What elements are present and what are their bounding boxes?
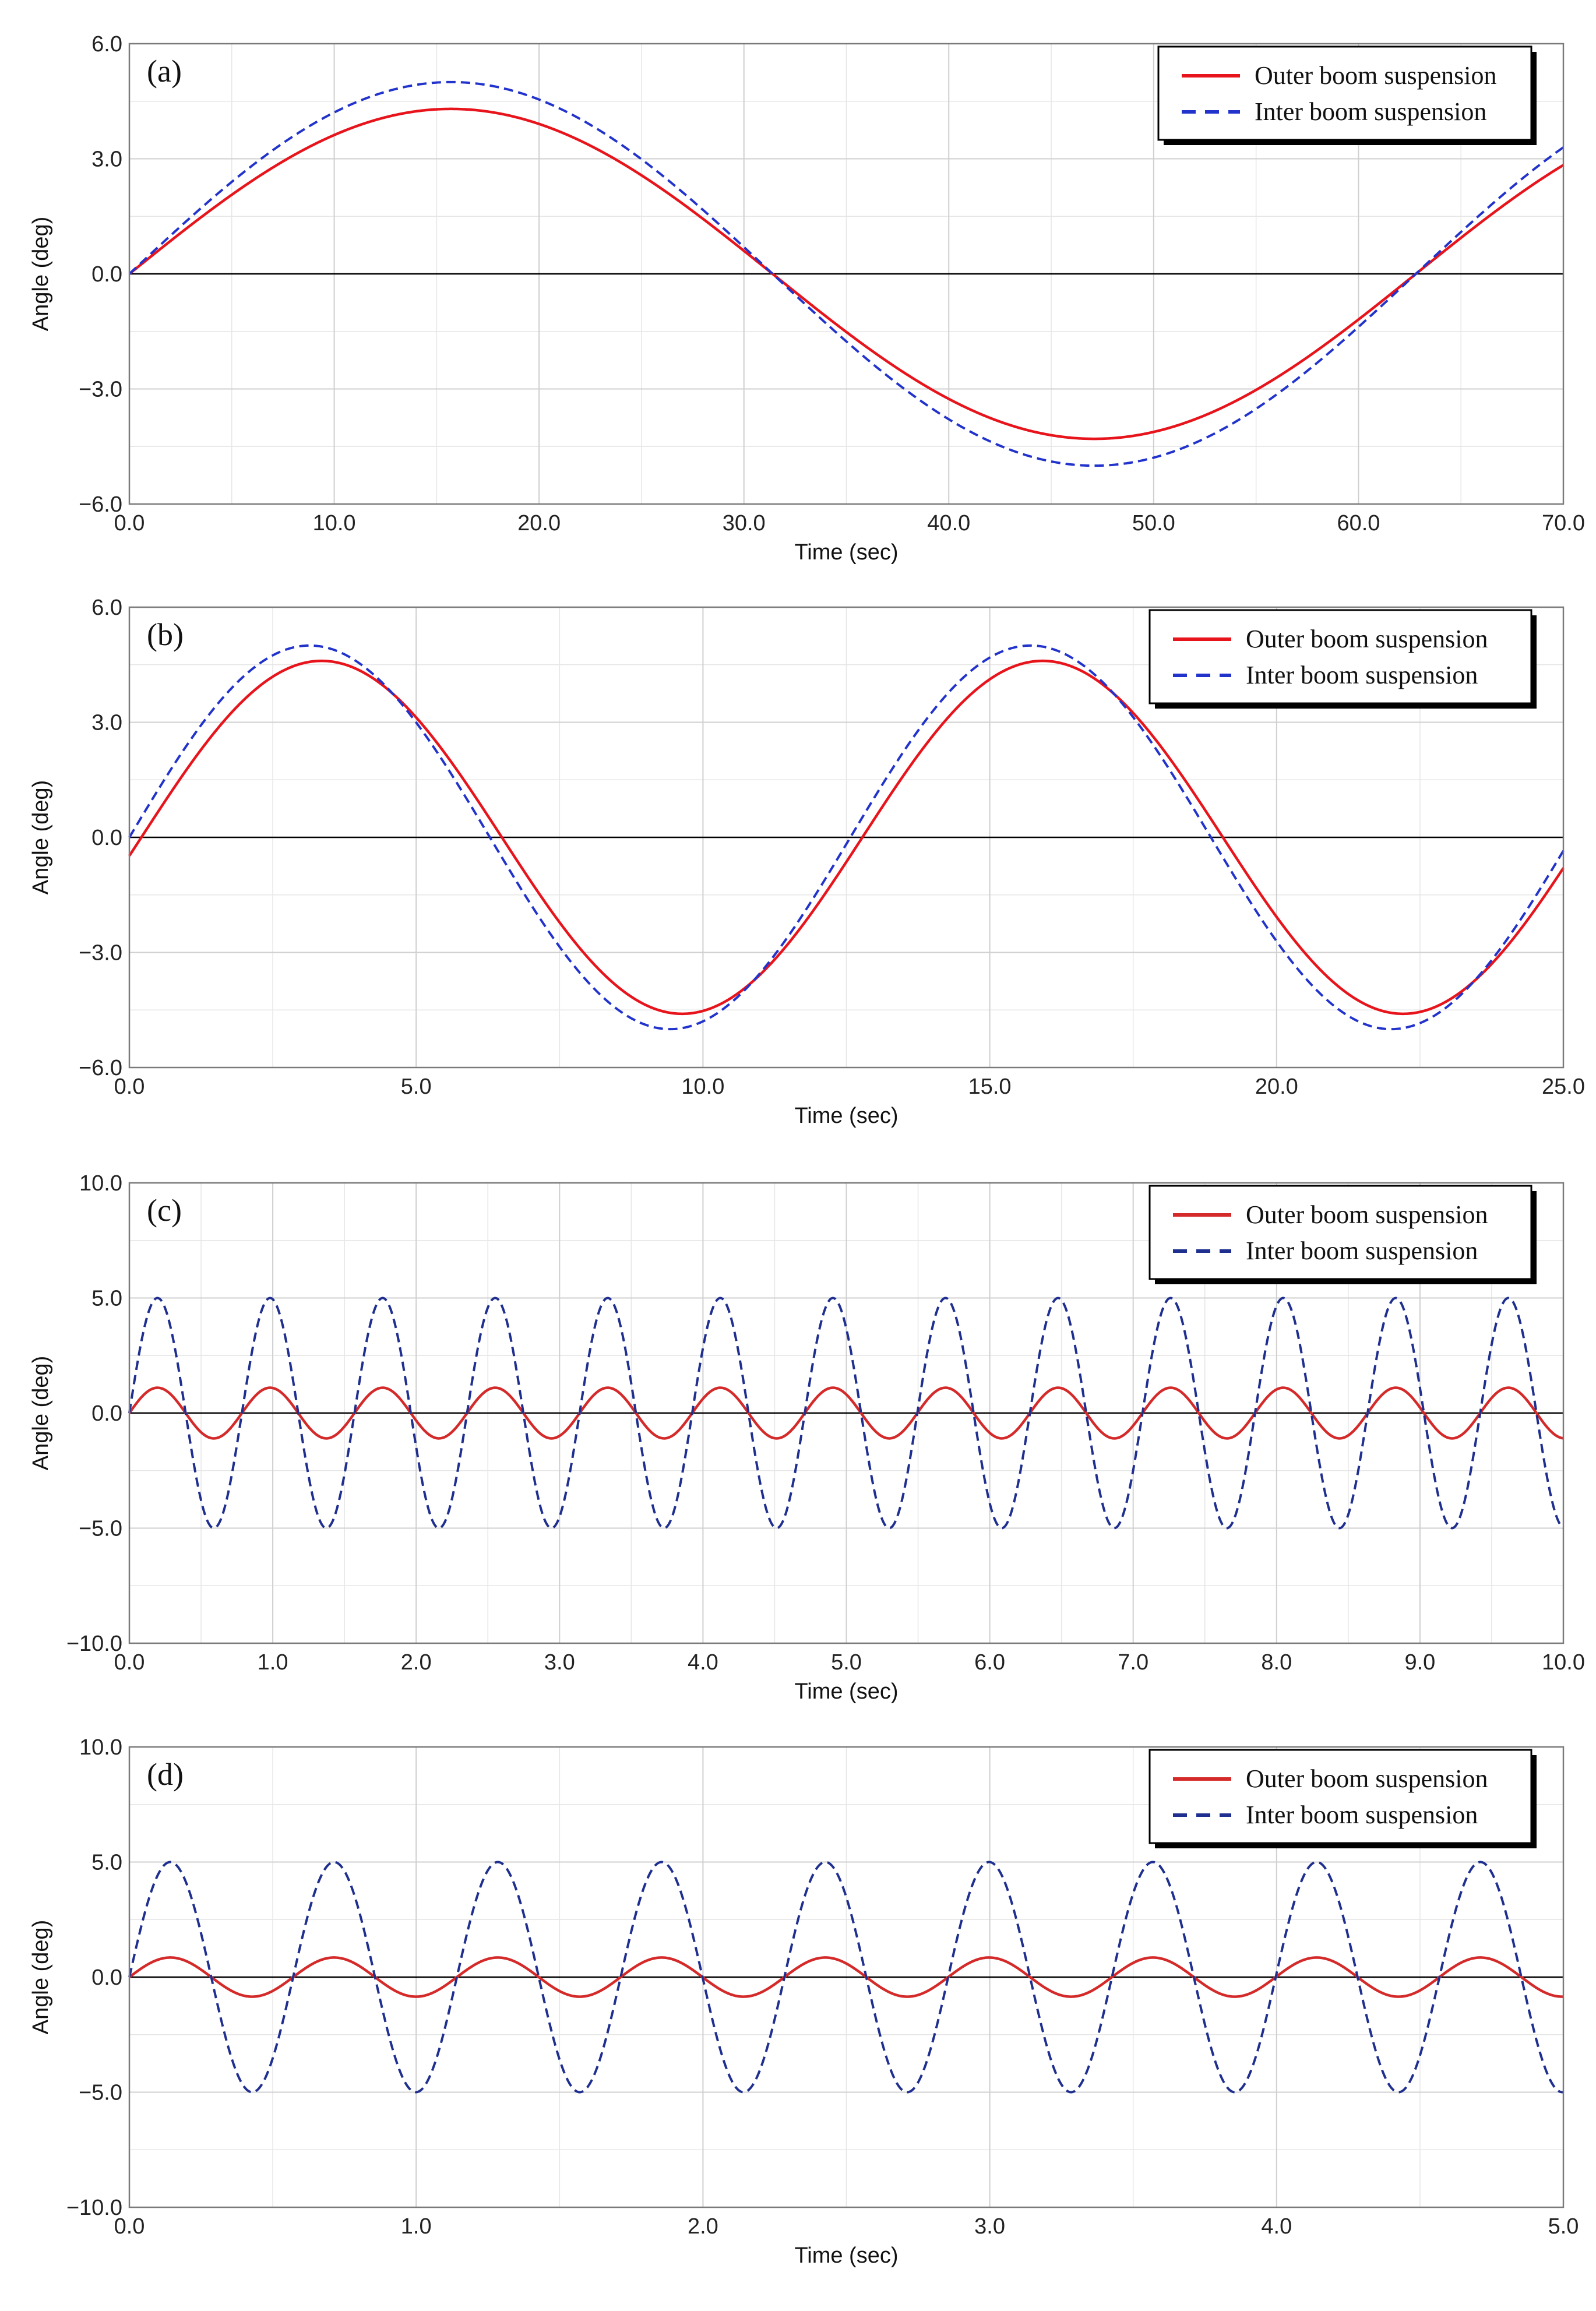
y-tick-label: −10.0 [66,1632,122,1656]
series-inter-boom-line [128,644,1565,1031]
x-axis-title: Time (sec) [794,1679,898,1704]
legend-label: Outer boom suspension [1255,61,1497,90]
x-tick-label: 25.0 [1542,1075,1585,1099]
series-inter-boom-line [128,1297,1565,1530]
x-tick-label: 5.0 [401,1075,432,1099]
plot-frame [128,1746,1565,2208]
y-tick-label: 3.0 [91,147,122,172]
x-tick-label: 6.0 [974,1650,1005,1675]
legend-box [1148,609,1532,704]
legend-label: Outer boom suspension [1246,1764,1488,1793]
plot-frame [128,606,1565,1069]
chart-panel: 0.0 1.0 2.0 3.0 4.0 5.0 6.0 7.0 8.0 9.0 10.0 −10.0 −… [29,1171,1585,1704]
chart-panel: 0.0 5.0 10.0 15.0 20.0 25.0 −6.0 −3.0 0.0 3.0 6.0 T… [29,596,1585,1128]
x-tick-label: 8.0 [1261,1650,1292,1675]
x-tick-label: 0.0 [114,511,145,536]
x-tick-label: 20.0 [1255,1075,1298,1099]
x-tick-label: 60.0 [1337,511,1380,536]
x-tick-label: 40.0 [927,511,970,536]
series-outer-boom-line [128,107,1565,441]
x-tick-label: 1.0 [258,1650,288,1675]
y-tick-label: −5.0 [79,1517,122,1541]
legend: Outer boom suspension Inter boom suspensi… [1157,45,1537,145]
panel-label: (a) [147,54,182,89]
legend-label: Inter boom suspension [1255,97,1486,126]
x-tick-label: 4.0 [688,1650,718,1675]
x-tick-label: 10.0 [313,511,356,536]
chart-panel: 0.0 10.0 20.0 30.0 40.0 50.0 60.0 70.0 −6.0 −3.0 0… [29,32,1585,565]
legend-box [1148,1749,1532,1844]
x-axis-title: Time (sec) [794,2243,898,2268]
x-tick-label: 3.0 [974,2214,1005,2239]
x-tick-label: 30.0 [723,511,766,536]
y-axis-title: Angle (deg) [29,780,53,894]
plot-frame [128,43,1565,505]
x-tick-label: 0.0 [114,1075,145,1099]
x-axis-title: Time (sec) [794,1104,898,1128]
legend: Outer boom suspension Inter boom suspensi… [1148,1749,1537,1848]
legend-label: Outer boom suspension [1246,625,1488,653]
chart-panel: 0.0 1.0 2.0 3.0 4.0 5.0 −10.0 −5.0 0.0 5.0 10.0 Tim… [29,1735,1579,2268]
y-tick-label: −6.0 [79,492,122,517]
x-tick-label: 7.0 [1118,1650,1148,1675]
y-tick-label: 0.0 [91,262,122,287]
x-tick-label: 50.0 [1132,511,1175,536]
legend-box [1148,1185,1532,1280]
y-axis-title: Angle (deg) [29,217,53,331]
x-tick-label: 10.0 [681,1075,724,1099]
series-inter-boom-line [128,1861,1564,2094]
x-tick-label: 20.0 [517,511,561,536]
legend: Outer boom suspension Inter boom suspensi… [1148,609,1537,709]
y-tick-label: 3.0 [91,711,122,735]
y-tick-label: −6.0 [79,1056,122,1080]
y-tick-label: −5.0 [79,2081,122,2105]
x-tick-label: 9.0 [1404,1650,1435,1675]
y-tick-label: −3.0 [79,378,122,402]
y-tick-label: 0.0 [91,1965,122,1990]
y-tick-label: 5.0 [91,1287,122,1311]
x-tick-label: 5.0 [831,1650,862,1675]
panel-label: (d) [147,1757,184,1792]
y-tick-label: 0.0 [91,826,122,850]
panel-label: (c) [147,1193,182,1228]
legend-label: Inter boom suspension [1246,1236,1478,1265]
x-axis-title: Time (sec) [794,540,898,565]
x-tick-label: 2.0 [688,2214,718,2239]
y-tick-label: 6.0 [91,596,122,620]
series-inter-boom-line [128,80,1565,467]
legend: Outer boom suspension Inter boom suspensi… [1148,1185,1537,1284]
x-tick-label: 5.0 [1548,2214,1579,2239]
x-tick-label: 2.0 [401,1650,432,1675]
y-tick-label: 10.0 [79,1171,122,1196]
legend-label: Inter boom suspension [1246,661,1478,689]
x-tick-label: 3.0 [544,1650,575,1675]
series-outer-boom-line [128,1956,1564,1998]
x-tick-label: 0.0 [114,2214,145,2239]
series-outer-boom-line [128,659,1565,1016]
y-tick-label: −3.0 [79,941,122,966]
y-tick-label: −10.0 [66,2196,122,2220]
legend-label: Inter boom suspension [1246,1801,1478,1829]
x-tick-label: 10.0 [1542,1650,1585,1675]
series-outer-boom-line [128,1386,1564,1440]
y-axis-title: Angle (deg) [29,1356,53,1470]
x-tick-label: 4.0 [1261,2214,1292,2239]
x-tick-label: 15.0 [968,1075,1012,1099]
plot-frame [128,1182,1565,1644]
legend-label: Outer boom suspension [1246,1200,1488,1229]
y-tick-label: 5.0 [91,1851,122,1875]
y-tick-label: 10.0 [79,1735,122,1760]
x-tick-label: 70.0 [1542,511,1585,536]
panel-label: (b) [147,617,184,652]
y-tick-label: 6.0 [91,32,122,57]
y-axis-title: Angle (deg) [29,1920,53,2034]
y-tick-label: 0.0 [91,1401,122,1426]
legend-box [1157,45,1532,141]
x-tick-label: 0.0 [114,1650,145,1675]
x-tick-label: 1.0 [401,2214,432,2239]
